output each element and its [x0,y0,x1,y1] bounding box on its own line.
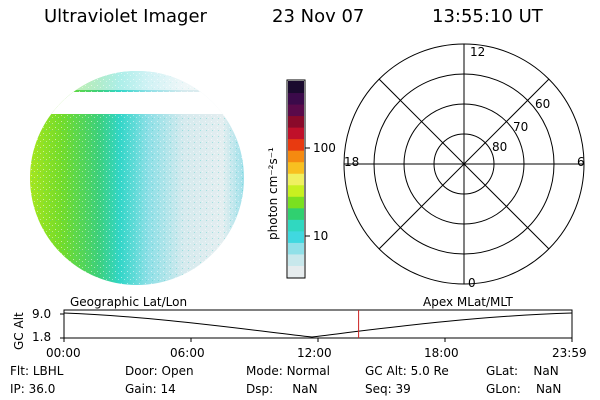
gc-alt-axis-label: GC Alt [12,312,26,350]
info-ip: IP: 36.0 [10,382,55,396]
colorbar-step [288,81,304,94]
mlt-label-6: 6 [577,155,585,169]
info-mode-label: Mode: [246,364,283,378]
info-glon: GLon: NaN [486,382,561,396]
mlt-label-18: 18 [344,155,360,169]
colorbar-step [288,196,304,209]
mlt-label-12: 12 [470,45,486,59]
colorbar-step [288,115,304,128]
info-gain-label: Gain: [125,382,157,396]
colorbar-step [288,207,304,220]
info-flt: Flt: LBHL [10,364,63,378]
info-mode: Mode: Normal [246,364,330,378]
colorbar-tick-10: 10 [313,229,329,243]
info-door-label: Door: [125,364,158,378]
colorbar-step [288,127,304,140]
colorbar-step [288,219,304,232]
time-tick-1200: 12:00 [297,346,332,360]
colorbar-step [288,242,304,255]
info-gcalt: GC Alt: 5.0 Re [365,364,449,378]
info-ip-label: IP: [10,382,25,396]
lat-label-80: 80 [492,140,508,154]
geo-coord-label: Geographic Lat/Lon [70,295,188,309]
info-glon-value: NaN [536,382,562,396]
info-mode-value: Normal [286,364,330,378]
colorbar-step [288,150,304,163]
info-gcalt-label: GC Alt: [365,364,407,378]
info-dsp-value: NaN [292,382,318,396]
instrument-title: Ultraviolet Imager [44,6,207,27]
colorbar-step [288,92,304,105]
info-ip-value: 36.0 [28,382,56,396]
lat-label-60: 60 [535,97,551,111]
info-flt-label: Flt: [10,364,29,378]
date-label: 23 Nov 07 [272,6,365,27]
colorbar-step [288,184,304,197]
colorbar-step [288,161,304,174]
colorbar-tick-100: 100 [313,141,336,155]
info-dsp-label: Dsp: [246,382,274,396]
polar-grid [343,43,585,285]
info-glat: GLat: NaN [486,364,559,378]
colorbar-step [288,230,304,243]
info-glat-label: GLat: [486,364,519,378]
colorbar-step [288,173,304,186]
time-tick-2359: 23:59 [552,346,587,360]
info-gcalt-value: 5.0 Re [410,364,449,378]
gc-alt-tick-high: 9.0 [32,307,52,321]
info-door: Door: Open [125,364,194,378]
altitude-timeline [60,309,573,342]
colorbar-unit-label: photon cm⁻²s⁻¹ [266,147,280,240]
info-glat-value: NaN [533,364,559,378]
time-tick-0000: 00:00 [46,346,81,360]
time-tick-0600: 06:00 [170,346,205,360]
uv-image-disk [30,71,244,285]
info-glon-label: GLon: [486,382,521,396]
info-seq-label: Seq: [365,382,392,396]
mlt-label-0: 0 [468,276,476,290]
colorbar-step [288,265,304,278]
info-gain-value: 14 [160,382,176,396]
time-tick-1800: 18:00 [424,346,459,360]
time-label: 13:55:10 UT [432,6,543,27]
info-seq-value: 39 [395,382,411,396]
colorbar-step [288,104,304,117]
colorbar-step [288,253,304,266]
colorbar [286,79,310,279]
gc-alt-tick-low: 1.8 [32,330,52,344]
info-gain: Gain: 14 [125,382,176,396]
lat-label-70: 70 [513,120,529,134]
info-door-value: Open [161,364,194,378]
info-dsp: Dsp: NaN [246,382,318,396]
info-flt-value: LBHL [32,364,64,378]
info-seq: Seq: 39 [365,382,411,396]
colorbar-step [288,138,304,151]
apex-coord-label: Apex MLat/MLT [423,295,513,309]
